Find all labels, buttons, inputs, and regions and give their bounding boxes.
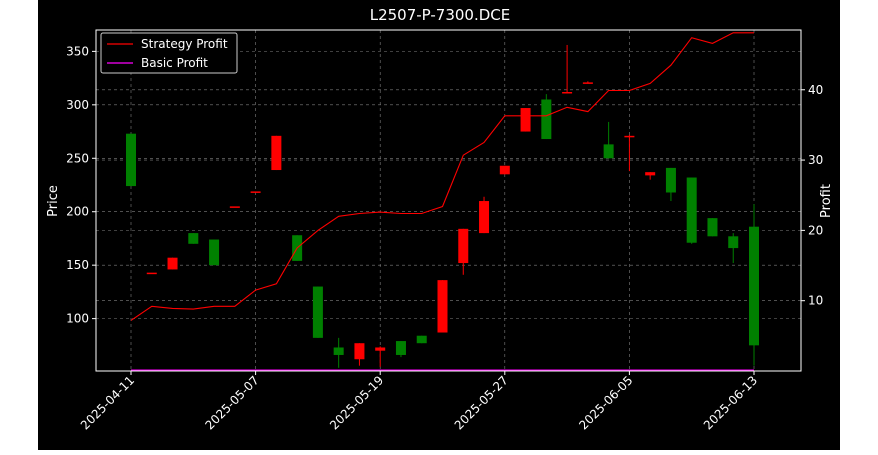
legend-box: [100, 32, 238, 74]
candle-body: [665, 167, 676, 193]
candle-body: [271, 135, 282, 171]
x-tick-label: 2025-05-07: [203, 373, 262, 432]
candle-body: [437, 280, 448, 333]
candle-body: [458, 228, 469, 264]
candle-body: [541, 99, 552, 140]
grid-layer: [96, 30, 801, 371]
y2-tick-label: 40: [808, 83, 823, 97]
y-tick-label: 300: [66, 98, 89, 112]
legend-basic-label: Basic Profit: [141, 56, 208, 70]
candle-body: [479, 201, 490, 234]
y-tick-label: 350: [66, 44, 89, 58]
candle-body: [686, 177, 697, 243]
candle-body: [375, 347, 386, 351]
x-tick-label: 2025-06-05: [576, 373, 635, 432]
y2-axis-label: Profit: [819, 184, 834, 218]
x-tick-label: 2025-04-11: [78, 373, 137, 432]
candles-layer: [126, 44, 759, 368]
candle-body: [562, 92, 573, 94]
axes-layer: 100 150 200 250 300 350 10 20 30 40 2025-04-11 2025…: [66, 44, 823, 432]
candle-body: [229, 206, 240, 208]
candle-body: [354, 343, 365, 360]
profit-lines-layer: [130, 32, 754, 371]
candle-body: [603, 144, 614, 159]
candle-body: [209, 239, 220, 266]
y-tick-label: 100: [66, 312, 89, 326]
candle-body: [645, 172, 656, 176]
candle-body: [188, 233, 199, 244]
y2-tick-label: 20: [808, 223, 823, 237]
candle-body: [520, 108, 531, 132]
candle-body: [624, 135, 635, 138]
candle-body: [499, 165, 510, 175]
x-tick-label: 2025-06-13: [701, 373, 760, 432]
candlestick-profit-chart: L2507-P-7300.DCE 100 150 200 250 300 350 10 20 3…: [46, 6, 834, 432]
candle-body: [333, 347, 344, 355]
candle-body: [312, 286, 323, 338]
plot-frame: [95, 29, 802, 372]
x-tick-label: 2025-05-27: [452, 373, 511, 432]
y-axis-label: Price: [46, 185, 61, 217]
y-tick-label: 250: [66, 151, 89, 165]
y-tick-label: 200: [66, 205, 89, 219]
candle-body: [126, 133, 136, 187]
y2-tick-label: 30: [808, 153, 823, 167]
candle-body: [749, 226, 759, 346]
x-tick-label: 2025-05-19: [327, 373, 386, 432]
candle-body: [582, 82, 593, 84]
candle-body: [707, 218, 718, 237]
candle-body: [728, 236, 739, 249]
chart-figure: L2507-P-7300.DCE 100 150 200 250 300 350 10 20 3…: [38, 0, 840, 450]
candle-body: [250, 191, 261, 193]
legend-strategy-label: Strategy Profit: [141, 37, 228, 51]
candle-body: [395, 341, 406, 355]
chart-title: L2507-P-7300.DCE: [370, 6, 511, 24]
candle-body: [146, 272, 157, 275]
candle-body: [167, 257, 178, 270]
y2-tick-label: 10: [808, 294, 823, 308]
candle-body: [416, 335, 427, 344]
strategy-profit-line: [130, 32, 754, 321]
legend: Strategy Profit Basic Profit: [100, 32, 238, 74]
y-tick-label: 150: [66, 258, 89, 272]
